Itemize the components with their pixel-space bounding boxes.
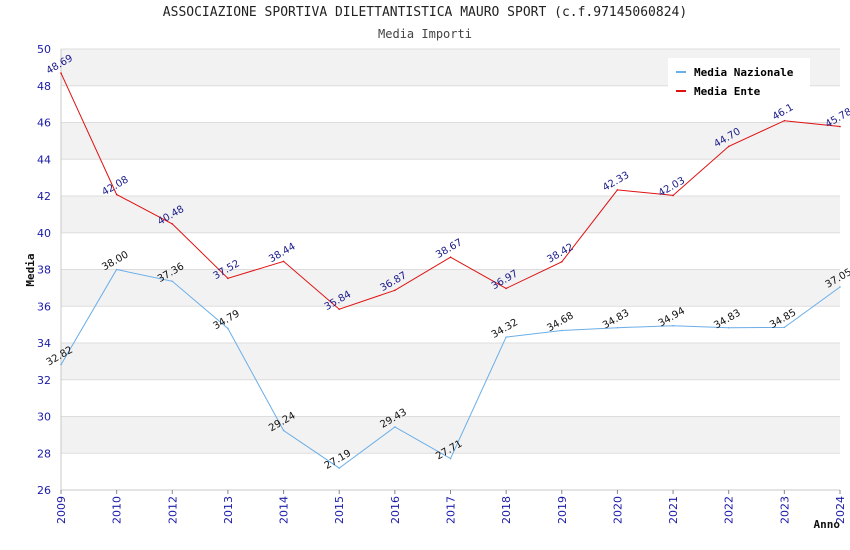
data-label: 34.32 (490, 317, 520, 341)
grid-band (61, 269, 840, 307)
data-label: 34.79 (212, 308, 242, 332)
data-point (616, 326, 619, 329)
series-lines (60, 72, 841, 469)
data-point (560, 329, 563, 332)
x-tick-label: 2016 (389, 496, 402, 524)
grid-bands (61, 49, 840, 454)
y-tick-label: 36 (37, 300, 51, 313)
data-point (783, 326, 786, 329)
data-point (282, 429, 285, 432)
chart-title: ASSOCIAZIONE SPORTIVA DILETTANTISTICA MA… (162, 5, 688, 20)
x-tick-label: 2019 (556, 496, 569, 524)
data-point (171, 280, 174, 283)
data-point (394, 426, 396, 428)
data-point (839, 286, 841, 288)
data-point (727, 145, 730, 148)
y-tick-label: 50 (37, 43, 51, 56)
x-axis-ticks: 2009 2010 2012 2013 2014 2015 2016 2017 2018 2019… (55, 490, 847, 524)
data-point (227, 327, 229, 330)
y-tick-label: 40 (37, 227, 51, 240)
y-tick-label: 26 (37, 484, 51, 497)
data-point (115, 268, 118, 271)
x-tick-label: 2022 (723, 496, 736, 524)
data-label: 42.08 (100, 174, 130, 198)
data-point (60, 72, 62, 74)
y-tick-label: 48 (37, 80, 51, 93)
y-tick-label: 42 (37, 190, 51, 203)
x-tick-label: 2021 (667, 496, 680, 524)
y-tick-label: 46 (37, 117, 51, 130)
x-axis-label: Anno (814, 518, 841, 531)
x-tick-label: 2023 (778, 496, 791, 524)
x-tick-label: 2009 (55, 496, 68, 524)
data-point (227, 277, 229, 280)
legend-label-media-ente: Media Ente (694, 85, 761, 98)
data-point (783, 119, 786, 122)
y-tick-label: 28 (37, 447, 51, 460)
y-axis-ticks: 26 28 30 32 34 36 38 40 42 44 46 48 50 (37, 43, 51, 497)
data-point (282, 260, 285, 263)
x-tick-label: 2018 (500, 496, 513, 524)
data-point (171, 223, 174, 225)
data-point (449, 256, 452, 258)
data-point (839, 125, 841, 128)
grid-band (61, 196, 840, 233)
data-point (338, 308, 341, 310)
y-tick-label: 32 (37, 374, 51, 387)
grid-band (61, 416, 840, 454)
data-point (560, 260, 563, 263)
grid-band (61, 122, 840, 160)
y-tick-label: 38 (37, 264, 51, 277)
legend-box (668, 58, 810, 100)
x-tick-label: 2012 (166, 496, 179, 524)
data-point (672, 324, 674, 327)
x-tick-label: 2014 (278, 496, 291, 524)
x-tick-label: 2024 (834, 496, 847, 524)
data-point (115, 193, 118, 196)
grid-band (61, 343, 840, 380)
data-label: 46.1 (771, 102, 796, 123)
data-point (672, 194, 674, 197)
data-point (449, 457, 452, 460)
chart-subtitle: Media Importi (378, 27, 472, 41)
data-point (338, 467, 341, 469)
y-tick-label: 34 (37, 337, 51, 350)
x-tick-label: 2017 (445, 496, 458, 524)
x-tick-label: 2015 (333, 496, 346, 524)
y-tick-label: 30 (37, 411, 51, 424)
data-point (505, 336, 507, 338)
data-point (505, 287, 507, 290)
data-label: 42.33 (601, 170, 631, 194)
data-point (616, 189, 619, 191)
x-tick-label: 2013 (222, 496, 235, 524)
data-point (60, 363, 62, 366)
data-point (394, 289, 396, 292)
legend-label-media-nazionale: Media Nazionale (694, 66, 794, 79)
y-axis-label: Media (24, 253, 37, 286)
legend: Media Nazionale Media Ente (668, 58, 810, 100)
y-tick-label: 44 (37, 153, 51, 166)
x-tick-label: 2010 (111, 496, 124, 524)
data-point (727, 326, 730, 329)
x-tick-label: 2020 (611, 496, 624, 524)
